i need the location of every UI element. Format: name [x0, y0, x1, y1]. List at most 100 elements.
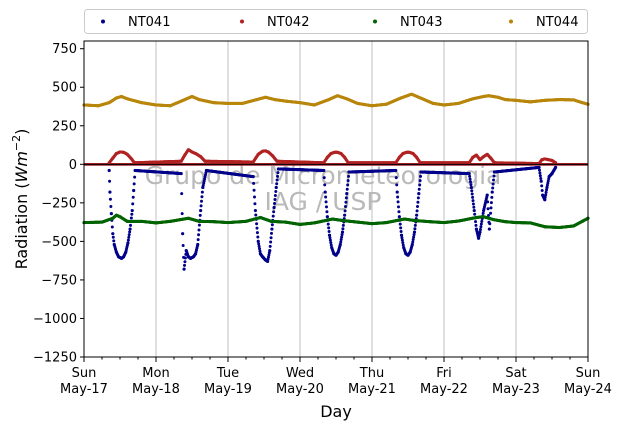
- data-point: [399, 230, 403, 234]
- data-point: [480, 219, 484, 223]
- data-point: [269, 240, 273, 244]
- data-point: [269, 236, 273, 240]
- data-point: [329, 243, 333, 247]
- data-point: [326, 222, 330, 226]
- x-tick-label-date: May-21: [348, 382, 396, 397]
- data-point: [271, 214, 275, 218]
- data-point: [343, 209, 347, 213]
- data-point: [344, 196, 348, 200]
- data-point: [256, 235, 260, 239]
- data-point: [344, 200, 348, 204]
- data-point: [273, 201, 277, 205]
- data-point: [469, 183, 473, 187]
- data-point: [256, 239, 260, 243]
- data-point: [183, 260, 187, 264]
- y-tick-label: −750: [41, 273, 77, 288]
- data-point: [341, 227, 345, 231]
- data-point: [340, 233, 344, 237]
- data-point: [418, 183, 422, 187]
- data-point: [396, 195, 400, 199]
- y-tick-label: −1250: [33, 351, 77, 366]
- y-tick-label: −500: [41, 235, 77, 250]
- x-tick-label-day: Sun: [72, 366, 97, 381]
- data-point: [490, 190, 494, 194]
- data-point: [417, 187, 421, 191]
- data-point: [416, 205, 420, 209]
- data-point: [108, 190, 112, 194]
- data-point: [538, 174, 542, 178]
- data-point: [275, 182, 279, 186]
- data-point: [489, 206, 493, 210]
- data-point: [254, 213, 258, 217]
- data-point: [471, 202, 475, 206]
- data-point: [327, 226, 331, 230]
- data-point: [327, 230, 331, 234]
- data-point: [275, 178, 279, 182]
- data-point: [397, 215, 401, 219]
- data-point: [268, 244, 272, 248]
- data-point: [109, 204, 113, 208]
- data-point: [274, 185, 278, 190]
- data-point: [126, 241, 130, 245]
- data-point: [197, 223, 201, 227]
- data-point: [324, 200, 328, 204]
- data-point: [340, 235, 344, 239]
- legend-box: [84, 9, 588, 34]
- data-point: [269, 231, 273, 235]
- data-point: [415, 209, 419, 213]
- legend-marker-nt041: [101, 19, 105, 24]
- data-point: [478, 227, 482, 231]
- data-point: [543, 195, 547, 199]
- data-point: [268, 249, 272, 253]
- data-point: [543, 198, 547, 202]
- x-tick-label-date: May-22: [420, 382, 468, 397]
- data-point: [412, 233, 416, 237]
- data-point: [399, 233, 404, 237]
- data-point: [199, 208, 203, 213]
- data-point: [323, 190, 327, 194]
- watermark-line-2: IAG / USP: [265, 187, 382, 216]
- data-point: [183, 256, 187, 260]
- data-point: [474, 220, 478, 224]
- data-point: [413, 223, 417, 227]
- data-point: [258, 249, 262, 253]
- data-point: [412, 230, 417, 234]
- series-nt044: [82, 92, 590, 108]
- data-point: [488, 222, 492, 226]
- data-point: [413, 227, 417, 231]
- data-point: [537, 168, 541, 172]
- data-point: [258, 247, 262, 251]
- data-point: [257, 244, 261, 248]
- data-point: [274, 189, 278, 193]
- data-point: [272, 205, 276, 210]
- x-tick-label-date: May-23: [492, 382, 540, 397]
- data-point: [181, 232, 185, 236]
- data-point: [401, 241, 405, 245]
- data-point: [128, 227, 132, 231]
- data-point: [257, 242, 261, 246]
- data-point: [180, 192, 184, 196]
- data-point: [339, 240, 343, 244]
- data-point: [255, 226, 259, 230]
- x-tick-label-day: Mon: [142, 366, 169, 381]
- data-point: [197, 228, 201, 232]
- legend-label-nt043: NT043: [400, 15, 442, 30]
- data-point: [276, 174, 280, 178]
- data-point: [418, 179, 422, 183]
- data-point: [415, 213, 419, 217]
- data-point: [196, 242, 200, 247]
- data-point: [539, 179, 543, 183]
- data-point: [322, 176, 326, 180]
- data-point: [395, 190, 399, 194]
- data-point: [339, 238, 343, 242]
- x-tick-label-day: Tue: [216, 366, 239, 381]
- data-point: [399, 226, 403, 230]
- data-point: [487, 227, 491, 231]
- data-point: [419, 174, 423, 178]
- data-point: [109, 212, 113, 216]
- data-point: [394, 176, 398, 180]
- data-point: [200, 199, 204, 203]
- data-point: [400, 238, 404, 242]
- data-point: [474, 223, 478, 227]
